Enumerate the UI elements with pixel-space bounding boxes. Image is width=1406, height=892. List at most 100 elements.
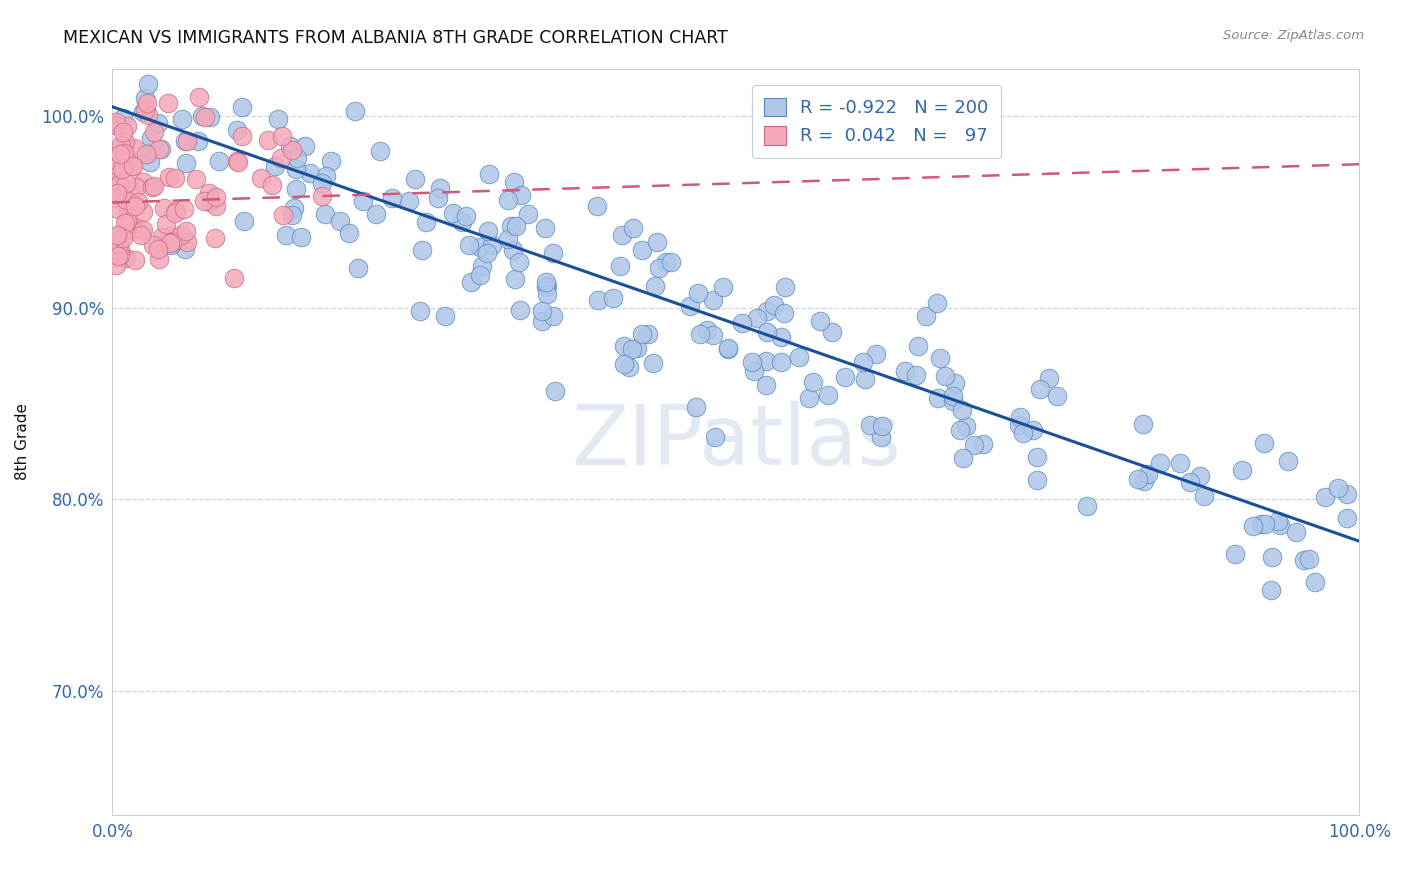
Point (315, 169, 337, 184)
Point (132, 175, 155, 189)
Point (1126, 472, 1149, 486)
Point (1028, 382, 1050, 396)
Point (198, 110, 221, 124)
Point (631, 326, 654, 341)
Point (104, 118, 127, 132)
Point (184, 171, 207, 186)
Point (141, 131, 163, 145)
Point (157, 229, 180, 244)
Point (150, 230, 173, 244)
Point (702, 328, 724, 343)
Point (1022, 423, 1045, 437)
Point (224, 271, 246, 285)
Point (260, 178, 283, 192)
Point (541, 309, 564, 323)
Point (747, 310, 769, 325)
Point (132, 104, 155, 119)
Point (502, 244, 524, 258)
Point (134, 103, 156, 117)
Point (1285, 524, 1308, 539)
Point (160, 235, 183, 249)
Point (124, 252, 146, 267)
Point (869, 430, 891, 444)
Point (928, 351, 950, 366)
Point (226, 153, 249, 168)
Point (499, 219, 522, 233)
Point (769, 354, 792, 368)
Point (621, 220, 644, 235)
Point (679, 299, 702, 313)
Point (285, 182, 308, 196)
Point (176, 134, 198, 148)
Point (508, 255, 530, 269)
Point (702, 293, 724, 307)
Point (1132, 417, 1154, 432)
Point (398, 194, 420, 208)
Point (620, 342, 643, 356)
Point (142, 238, 165, 252)
Point (107, 228, 129, 243)
Point (114, 136, 136, 150)
Point (117, 220, 139, 235)
Point (314, 207, 336, 221)
Point (689, 326, 711, 341)
Point (610, 228, 633, 243)
Point (108, 177, 131, 191)
Point (278, 139, 301, 153)
Point (135, 147, 157, 161)
Point (1178, 475, 1201, 489)
Point (914, 310, 936, 324)
Point (174, 224, 197, 238)
Point (460, 276, 482, 290)
Point (1188, 469, 1211, 483)
Point (131, 205, 153, 219)
Point (637, 327, 659, 342)
Point (270, 129, 292, 144)
Point (1254, 517, 1277, 532)
Point (894, 364, 917, 378)
Point (187, 135, 209, 149)
Point (427, 191, 450, 205)
Point (799, 391, 821, 405)
Point (1194, 490, 1216, 504)
Point (174, 134, 197, 148)
Point (105, 186, 128, 200)
Point (104, 191, 127, 205)
Point (104, 175, 127, 189)
Point (648, 260, 671, 275)
Point (208, 153, 231, 168)
Point (108, 244, 131, 258)
Point (1261, 549, 1284, 564)
Point (1277, 453, 1299, 467)
Point (496, 194, 519, 208)
Point (176, 235, 198, 249)
Point (1336, 486, 1358, 500)
Point (115, 193, 138, 207)
Point (163, 206, 186, 220)
Point (534, 220, 557, 235)
Point (415, 215, 437, 229)
Point (704, 430, 727, 444)
Point (127, 194, 149, 209)
Point (121, 222, 143, 236)
Point (194, 111, 217, 125)
Point (149, 142, 172, 156)
Point (755, 378, 778, 392)
Point (115, 223, 138, 237)
Point (655, 254, 678, 268)
Point (135, 96, 157, 111)
Point (110, 247, 132, 261)
Point (1008, 417, 1031, 432)
Point (481, 238, 503, 252)
Point (801, 376, 824, 390)
Point (602, 291, 624, 305)
Point (165, 204, 187, 219)
Point (534, 280, 557, 294)
Point (1250, 517, 1272, 532)
Text: ZIPatlas: ZIPatlas (571, 401, 901, 483)
Point (226, 154, 249, 169)
Point (872, 419, 894, 434)
Point (907, 339, 929, 353)
Point (111, 125, 134, 139)
Point (1305, 575, 1327, 590)
